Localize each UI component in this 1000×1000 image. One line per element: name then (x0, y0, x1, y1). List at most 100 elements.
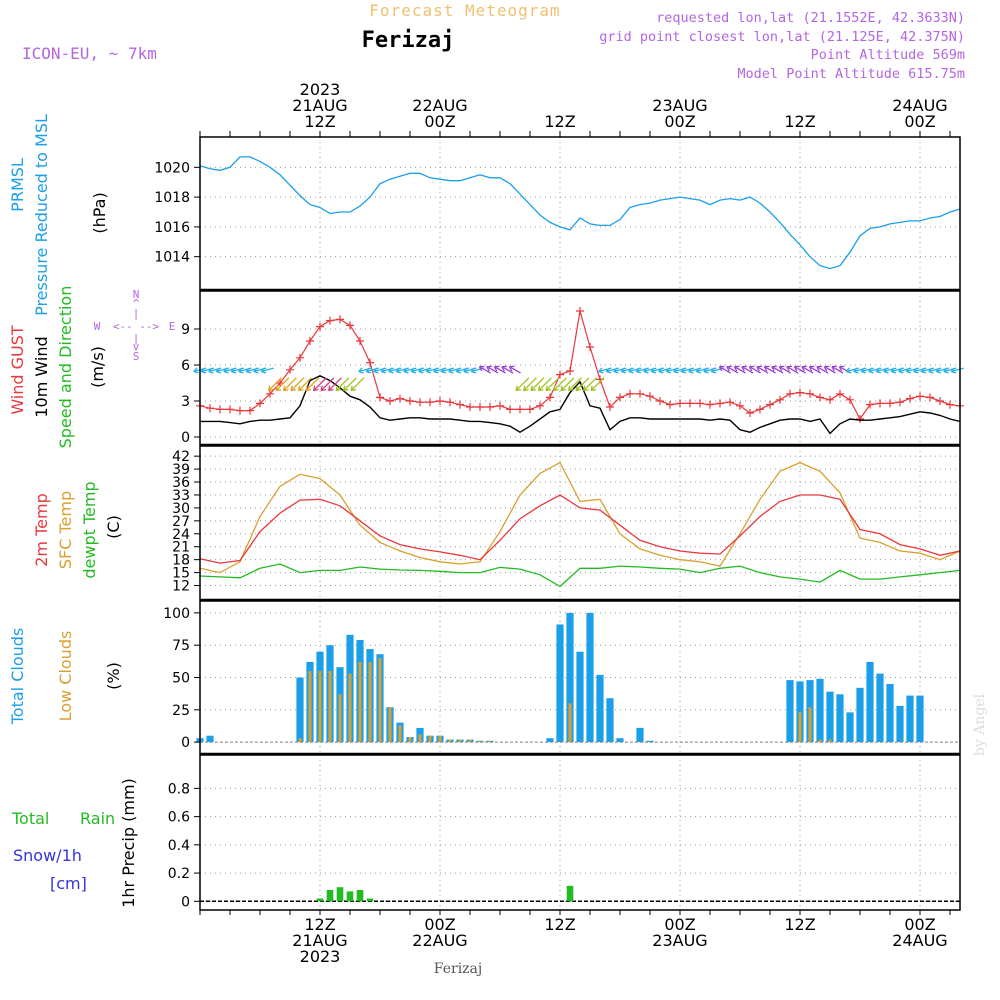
total-cloud-bar (616, 738, 624, 743)
gust-marker (246, 406, 254, 415)
time-label-bottom: 12Z (304, 915, 335, 934)
wind-direction-arrow (726, 365, 739, 374)
gust-marker (656, 397, 664, 405)
gust-marker (236, 406, 244, 415)
wind-direction-arrow (801, 365, 814, 374)
gust-marker (856, 415, 864, 423)
gust-marker (846, 395, 854, 404)
total-cloud-bar (796, 681, 804, 743)
wind-direction-arrow (823, 365, 836, 374)
gust-marker (866, 400, 874, 409)
y-tick-label: 27 (172, 514, 190, 530)
gust-marker (226, 405, 234, 414)
total-cloud-bar (556, 624, 564, 743)
gust-marker (316, 322, 324, 331)
clouds-unit: (%) (104, 662, 123, 690)
time-label-top: 2023 (300, 80, 341, 99)
time-label-bottom: 21AUG (292, 931, 347, 950)
wind-direction-arrow (305, 377, 320, 392)
gust-marker (566, 367, 574, 375)
rain-bar (326, 890, 334, 902)
gust-marker (936, 397, 944, 405)
clouds-label-total: Total Clouds (8, 628, 27, 726)
gust-marker (906, 394, 914, 403)
credit: by Angel (972, 693, 988, 756)
y-tick-label: 42 (172, 449, 190, 465)
low-cloud-bar (328, 671, 332, 743)
rain-bar (316, 898, 324, 902)
total-cloud-bar (606, 698, 614, 743)
wind-label-direction: Speed and Direction (56, 286, 75, 449)
time-label-bottom: 00Z (664, 915, 695, 934)
low-cloud-bar (418, 734, 422, 743)
y-tick-label: 15 (172, 566, 190, 582)
grid-layer (200, 137, 960, 910)
wind-unit: (m/s) (88, 346, 107, 388)
y-tick-label: 0.4 (168, 838, 190, 854)
y-tick-label: 75 (172, 638, 190, 654)
temp-unit: (C) (104, 515, 123, 539)
gust-marker (216, 405, 224, 414)
time-label-top: 00Z (664, 112, 695, 131)
gust-marker (406, 397, 414, 405)
gust-marker (636, 389, 644, 398)
gust-marker (326, 316, 334, 325)
requested-coords: requested lon,lat (21.1552E, 42.3633N) (656, 10, 965, 26)
gust-marker (746, 409, 754, 417)
gust-marker (686, 399, 694, 408)
time-label-bottom: 00Z (904, 915, 935, 934)
gust-marker (726, 398, 734, 407)
low-cloud-bar (338, 694, 342, 743)
wind-direction-arrow (508, 365, 521, 374)
wind-direction-arrow (771, 365, 784, 374)
low-cloud-bar (408, 737, 412, 743)
y-tick-label: 36 (172, 475, 190, 491)
wind-direction-arrow (515, 377, 530, 392)
time-label-top: 00Z (424, 112, 455, 131)
low-cloud-bar (468, 739, 472, 743)
temp-label-sfc: SFC Temp (56, 491, 75, 569)
sfc-temp-line (199, 461, 961, 574)
gust-marker (466, 403, 474, 411)
y-tick-label: 9 (181, 322, 190, 338)
wind-label-10m: 10m Wind (32, 336, 51, 417)
y-tick-label: 24 (172, 527, 190, 543)
gust-marker (816, 393, 824, 402)
wind-direction-arrow (478, 365, 491, 374)
gust-marker (756, 405, 764, 414)
gust-marker (476, 403, 484, 411)
wind-direction-arrow (275, 377, 290, 392)
gust-marker (586, 343, 594, 351)
wind-direction-arrow (552, 377, 567, 392)
time-label-top: 12Z (544, 112, 575, 131)
gust-marker (346, 321, 354, 330)
wind-direction-arrow (297, 377, 312, 392)
low-cloud-bar (428, 735, 432, 743)
wind-speed-line (200, 375, 961, 435)
time-label-bottom: 22AUG (412, 931, 467, 950)
wind-direction-arrow (756, 365, 769, 374)
gust-marker (286, 365, 294, 374)
gust-marker (926, 393, 934, 402)
total-cloud-bar (896, 705, 904, 743)
gust-marker (786, 389, 794, 398)
compass-bar-top: | (133, 307, 140, 320)
wind-direction-arrow (748, 365, 761, 374)
gust-marker (426, 398, 434, 407)
low-cloud-bar (828, 739, 832, 743)
gust-marker (446, 398, 454, 407)
dewpt-line (199, 563, 961, 588)
labels-layer: 1014101610181020036912151821242730333639… (8, 80, 948, 966)
footer-location: Ferizaj (434, 961, 482, 977)
low-cloud-bar (378, 658, 382, 743)
wind-direction-arrow (950, 367, 964, 374)
total-cloud-bar (856, 687, 864, 743)
low-cloud-bar (318, 671, 322, 743)
gust-marker (496, 401, 504, 410)
low-cloud-bar (298, 738, 302, 743)
rain-bar (356, 890, 364, 902)
pressure-line (199, 156, 961, 270)
time-label-bottom: 12Z (784, 915, 815, 934)
total-cloud-bar (596, 674, 604, 743)
